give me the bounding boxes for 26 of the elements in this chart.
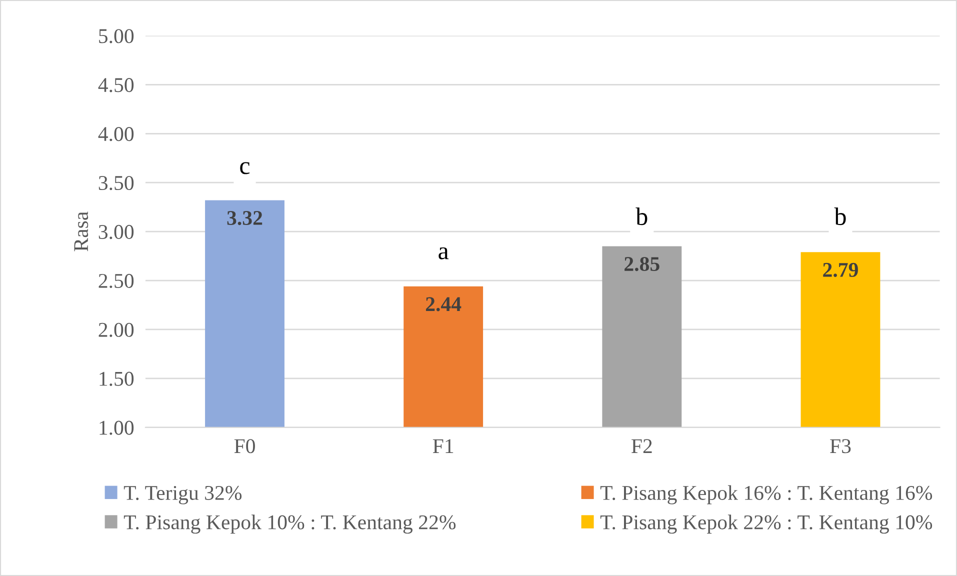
y-tick-label: 4.00 xyxy=(98,127,134,142)
x-tick-label: F1 xyxy=(432,439,454,453)
annotation: b xyxy=(834,207,846,226)
annotation: c xyxy=(240,162,250,174)
y-tick-label: 1.50 xyxy=(100,372,134,386)
x-tick-label: F0 xyxy=(234,439,255,454)
legend-label: T. Pisang Kepok 10% : T. Kentang 22% xyxy=(124,514,456,534)
data-label: 2.85 xyxy=(624,256,660,272)
y-tick-label: 2.50 xyxy=(98,274,134,288)
x-tick-label: F2 xyxy=(632,439,652,453)
y-tick-label: 4.50 xyxy=(98,78,134,92)
legend-label: T. Pisang Kepok 16% : T. Kentang 16% xyxy=(600,485,932,504)
y-tick-label: 2.00 xyxy=(98,322,134,337)
legend-label: T. Terigu 32% xyxy=(124,486,242,504)
legend-label: T. Pisang Kepok 22% : T. Kentang 10% xyxy=(600,514,932,534)
data-label: 3.32 xyxy=(227,211,262,226)
y-tick-label: 3.00 xyxy=(98,224,134,240)
x-tick-label: F3 xyxy=(830,439,851,454)
y-tick-label: 3.50 xyxy=(98,176,134,190)
y-axis-title: Rasa xyxy=(74,212,88,252)
annotation: a xyxy=(438,247,449,260)
data-label: 2.79 xyxy=(823,262,858,278)
y-tick-label: 1.00 xyxy=(100,420,134,435)
data-label: 2.44 xyxy=(426,297,462,312)
y-tick-label: 5.00 xyxy=(99,29,134,44)
annotation: b xyxy=(636,207,648,226)
